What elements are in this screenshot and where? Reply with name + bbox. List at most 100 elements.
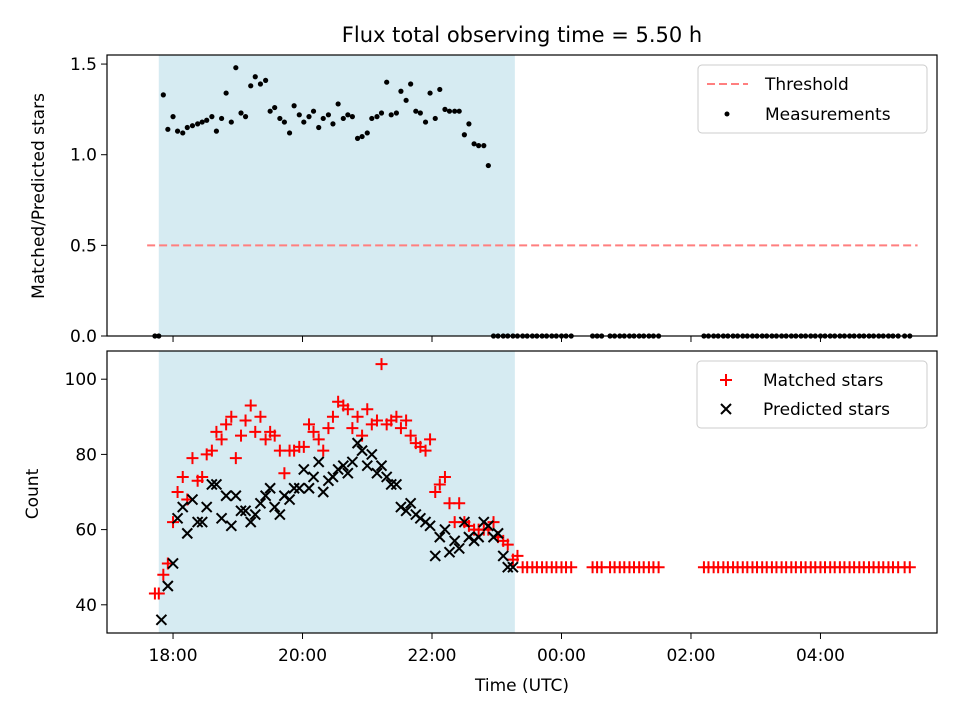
predicted-star-point: [342, 467, 354, 479]
measurement-point: [335, 101, 341, 107]
matched-star-point: [225, 410, 238, 423]
matched-star-point: [351, 410, 364, 423]
predicted-star-point: [317, 486, 329, 498]
x-tick-label: 20:00: [278, 646, 327, 666]
predicted-star-point: [162, 580, 174, 592]
predicted-star-point: [215, 512, 228, 525]
predicted-star-point: [458, 516, 471, 528]
measurement-point: [296, 112, 302, 118]
count-y-tick-label: 40: [75, 596, 97, 616]
measurement-point: [160, 92, 166, 98]
matched-star-point: [157, 568, 170, 581]
measurement-point: [267, 108, 273, 114]
predicted-star-point: [482, 520, 495, 532]
ratio-y-tick-label: 0.0: [70, 327, 97, 347]
measurement-point: [374, 114, 380, 120]
matched-star-point: [394, 422, 407, 435]
predicted-star-point: [380, 471, 393, 483]
measurement-point: [456, 108, 462, 114]
ratio-y-tick-label: 1.0: [70, 146, 97, 166]
matched-star-point: [297, 440, 310, 453]
measurement-point: [204, 117, 210, 123]
legend-measurements-label: Measurements: [765, 105, 891, 125]
measurement-point: [180, 130, 186, 136]
predicted-star-point: [206, 478, 218, 491]
matched-star-point: [361, 403, 374, 416]
predicted-star-point: [414, 512, 427, 525]
predicted-star-point: [434, 531, 446, 543]
matched-star-point: [254, 410, 267, 423]
matched-star-point: [239, 414, 252, 427]
measurement-point: [427, 90, 433, 96]
x-tick-label: 22:00: [408, 646, 457, 666]
measurement-point: [281, 119, 287, 125]
predicted-star-point: [356, 444, 368, 457]
predicted-star-point: [453, 542, 465, 555]
measurement-point: [184, 124, 190, 131]
predicted-star-point: [332, 463, 344, 476]
predicted-star-point: [361, 459, 373, 472]
measurement-point: [466, 121, 472, 127]
matched-star-point: [341, 403, 354, 416]
measurement-point: [378, 110, 385, 116]
predicted-star-point: [210, 478, 223, 491]
predicted-star-point: [235, 505, 247, 517]
measurement-point: [272, 104, 278, 111]
predicted-star-point: [249, 508, 261, 521]
predicted-star-point: [196, 516, 208, 528]
matched-star-point: [419, 444, 432, 457]
measurement-point: [199, 119, 205, 125]
measurement-point: [286, 130, 293, 136]
matched-star-point: [220, 418, 233, 431]
predicted-star-point: [327, 471, 339, 483]
measurement-point: [417, 110, 423, 116]
matched-star-point: [235, 429, 248, 442]
ratio-legend: Threshold Measurements: [697, 64, 928, 134]
x-axis-label: Time (UTC): [474, 676, 569, 696]
predicted-star-point: [492, 527, 504, 540]
count-y-tick-label: 60: [75, 521, 97, 541]
matched-star-point: [210, 425, 223, 438]
predicted-star-point: [288, 482, 300, 494]
predicted-star-point: [472, 531, 485, 543]
legend-matched-label: Matched stars: [763, 371, 883, 391]
predicted-star-point: [303, 482, 315, 494]
matched-star-point: [259, 433, 272, 446]
measurement-point: [359, 133, 365, 140]
matched-star-point: [346, 422, 359, 435]
measurement-point: [354, 135, 361, 141]
count-y-tick-label: 100: [65, 370, 97, 390]
measurement-point: [408, 81, 414, 87]
x-tick-label: 00:00: [537, 646, 586, 666]
matched-star-point: [268, 429, 281, 442]
count-legend: Matched stars Predicted stars: [696, 360, 928, 429]
predicted-star-point: [337, 459, 350, 472]
measurement-point: [165, 126, 171, 132]
ratio-legend-box: [697, 64, 928, 134]
count-points: [148, 358, 916, 626]
predicted-star-point: [400, 505, 412, 517]
measurement-point: [277, 115, 283, 122]
predicted-star-point: [268, 501, 281, 513]
measurement-point: [481, 143, 487, 149]
count-y-axis-label: Count: [23, 468, 43, 519]
measurement-point: [442, 106, 448, 112]
predicted-star-point: [385, 478, 397, 491]
predicted-star-point: [245, 516, 257, 528]
legend-matched-swatch: [720, 374, 732, 386]
matched-star-point: [196, 470, 209, 483]
predicted-star-point: [429, 550, 441, 562]
measurement-point: [432, 115, 438, 122]
predicted-star-point: [220, 490, 232, 502]
matched-star-point: [152, 587, 165, 600]
legend-predicted-label: Predicted stars: [763, 400, 890, 420]
predicted-star-point: [278, 490, 291, 502]
time-axis-ticks: 18:00 20:00 22:00 00:00 02:00 04:00: [149, 336, 845, 666]
predicted-star-point: [351, 437, 364, 449]
predicted-star-point: [230, 490, 242, 502]
measurement-point: [218, 115, 225, 122]
measurement-point: [252, 74, 258, 80]
measurement-point: [316, 124, 322, 131]
measurement-point: [306, 114, 312, 120]
predicted-star-point: [375, 459, 388, 472]
